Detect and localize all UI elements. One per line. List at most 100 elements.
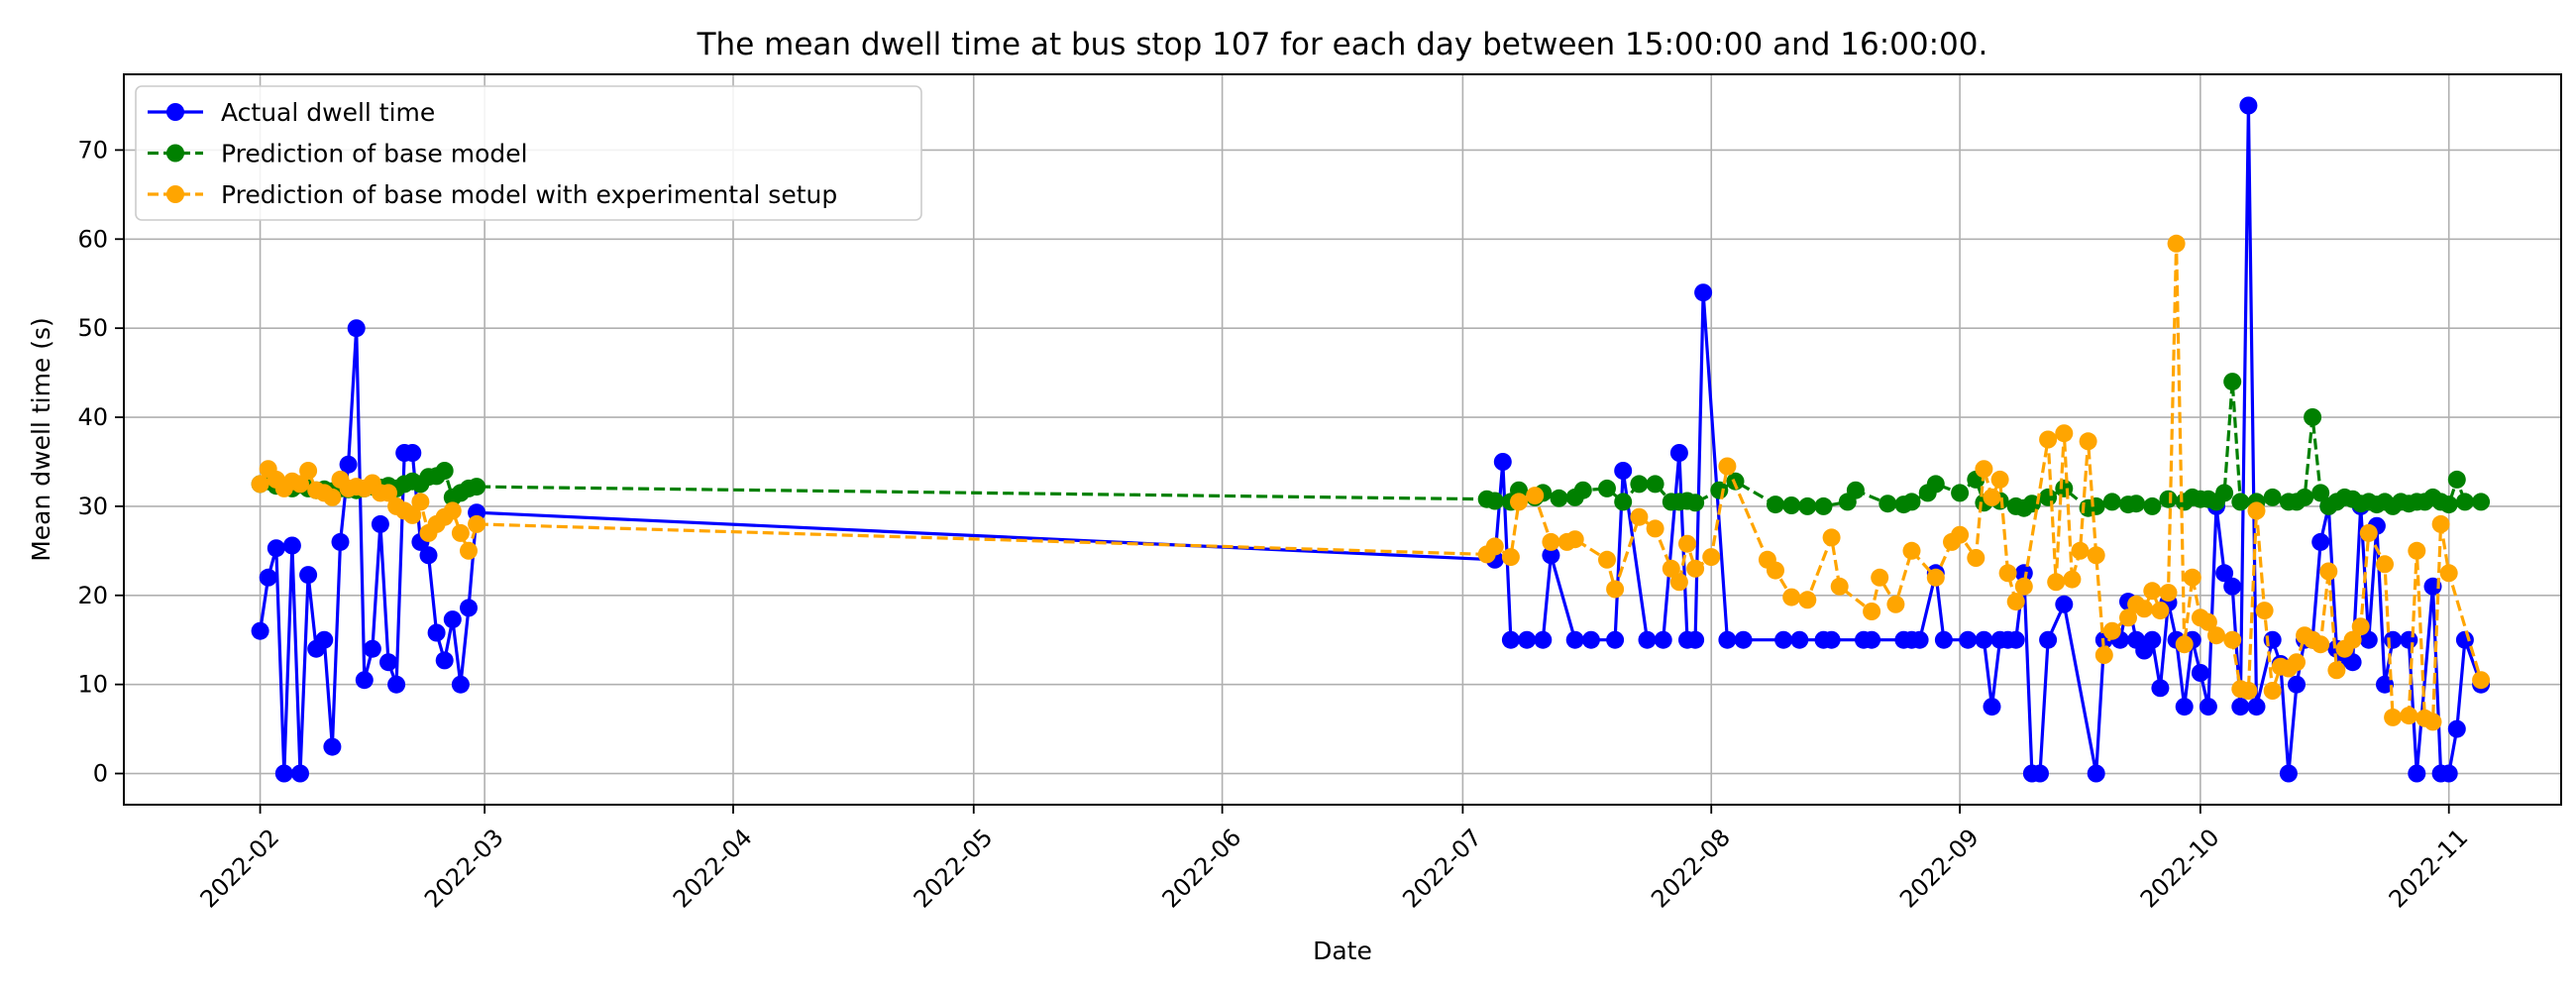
data-point xyxy=(2006,630,2025,649)
data-point xyxy=(2472,671,2491,690)
data-point xyxy=(259,568,277,587)
data-point xyxy=(435,462,454,480)
data-point xyxy=(2055,479,2074,497)
data-point xyxy=(1686,559,1705,578)
legend-label: Prediction of base model xyxy=(221,140,528,168)
data-point xyxy=(1822,528,1841,547)
data-point xyxy=(371,514,389,533)
data-point xyxy=(2199,612,2217,631)
series-3 xyxy=(251,234,2491,731)
data-point xyxy=(1902,541,1921,560)
data-point xyxy=(1485,492,1504,510)
data-point xyxy=(251,475,269,494)
data-point xyxy=(274,764,293,783)
data-point xyxy=(1614,493,1633,511)
data-point xyxy=(2439,764,2458,783)
data-point xyxy=(1493,453,1512,471)
data-point xyxy=(363,639,381,658)
data-point xyxy=(2055,424,2074,443)
data-point xyxy=(1798,496,1817,515)
legend-marker xyxy=(166,103,184,121)
chart-title: The mean dwell time at bus stop 107 for … xyxy=(697,27,1988,62)
data-point xyxy=(2231,493,2250,511)
data-point xyxy=(1662,559,1680,578)
data-point xyxy=(282,536,301,555)
data-point xyxy=(2102,493,2121,511)
data-point xyxy=(2039,630,2058,649)
data-point xyxy=(2311,635,2330,654)
data-point xyxy=(1863,603,1881,620)
data-point xyxy=(419,546,438,565)
data-point xyxy=(2039,488,2058,506)
legend: Actual dwell time Prediction of base mode… xyxy=(135,85,922,221)
data-point xyxy=(468,478,486,496)
data-point xyxy=(2296,488,2314,506)
data-point xyxy=(2223,630,2242,649)
data-point xyxy=(379,653,397,672)
data-point xyxy=(323,737,342,756)
data-point xyxy=(2447,470,2466,489)
data-point xyxy=(1774,630,1793,649)
data-point xyxy=(1734,630,1753,649)
data-point xyxy=(2439,496,2458,514)
data-point xyxy=(1846,481,1865,499)
data-point xyxy=(1550,489,1568,507)
data-point xyxy=(331,532,350,551)
data-point xyxy=(1926,568,1945,587)
data-point xyxy=(2183,568,2201,587)
data-point xyxy=(1501,548,1520,567)
data-point xyxy=(1983,488,2001,506)
data-point xyxy=(2231,698,2250,716)
data-point xyxy=(2087,496,2105,515)
data-point xyxy=(2431,514,2450,533)
data-point xyxy=(347,319,366,338)
data-point xyxy=(2223,373,2242,391)
data-point xyxy=(2215,564,2234,583)
data-point xyxy=(2400,707,2418,725)
data-point xyxy=(2288,675,2306,694)
data-point xyxy=(2047,573,2066,592)
legend-marker xyxy=(166,144,184,163)
y-tick-label: 10 xyxy=(77,671,108,699)
data-point xyxy=(2239,96,2258,115)
data-point xyxy=(2175,698,2194,716)
data-point xyxy=(1565,630,1584,649)
data-point xyxy=(2039,430,2058,449)
data-point xyxy=(299,462,318,480)
data-point xyxy=(1542,532,1560,551)
data-point xyxy=(1951,484,1970,502)
data-point xyxy=(1975,630,1993,649)
data-point xyxy=(2263,488,2282,506)
data-point xyxy=(2384,708,2403,726)
data-point xyxy=(403,444,422,462)
data-point xyxy=(435,651,454,670)
data-point xyxy=(1718,630,1737,649)
y-tick-label: 30 xyxy=(77,493,108,520)
data-point xyxy=(1983,698,2001,716)
data-point xyxy=(1798,591,1817,609)
data-point xyxy=(2151,679,2170,698)
data-point xyxy=(379,484,397,502)
data-point xyxy=(387,675,406,694)
data-point xyxy=(1934,630,1953,649)
data-point xyxy=(339,455,358,474)
data-point xyxy=(1526,487,1545,505)
data-point xyxy=(403,505,422,524)
data-point xyxy=(1710,481,1729,499)
data-point xyxy=(2014,564,2033,583)
data-point xyxy=(1878,495,1897,513)
data-point xyxy=(2359,523,2378,542)
data-point xyxy=(2239,682,2258,700)
data-point xyxy=(2102,621,2121,640)
data-point xyxy=(1822,630,1841,649)
data-point xyxy=(2319,562,2338,581)
data-point xyxy=(1686,494,1705,512)
data-point xyxy=(1669,573,1688,592)
data-point xyxy=(1951,525,1970,544)
data-point xyxy=(2143,630,2162,649)
data-point xyxy=(1534,630,1553,649)
data-point xyxy=(1967,549,1986,567)
data-point xyxy=(1646,519,1664,538)
data-point xyxy=(1646,475,1664,494)
data-point xyxy=(2087,764,2105,783)
